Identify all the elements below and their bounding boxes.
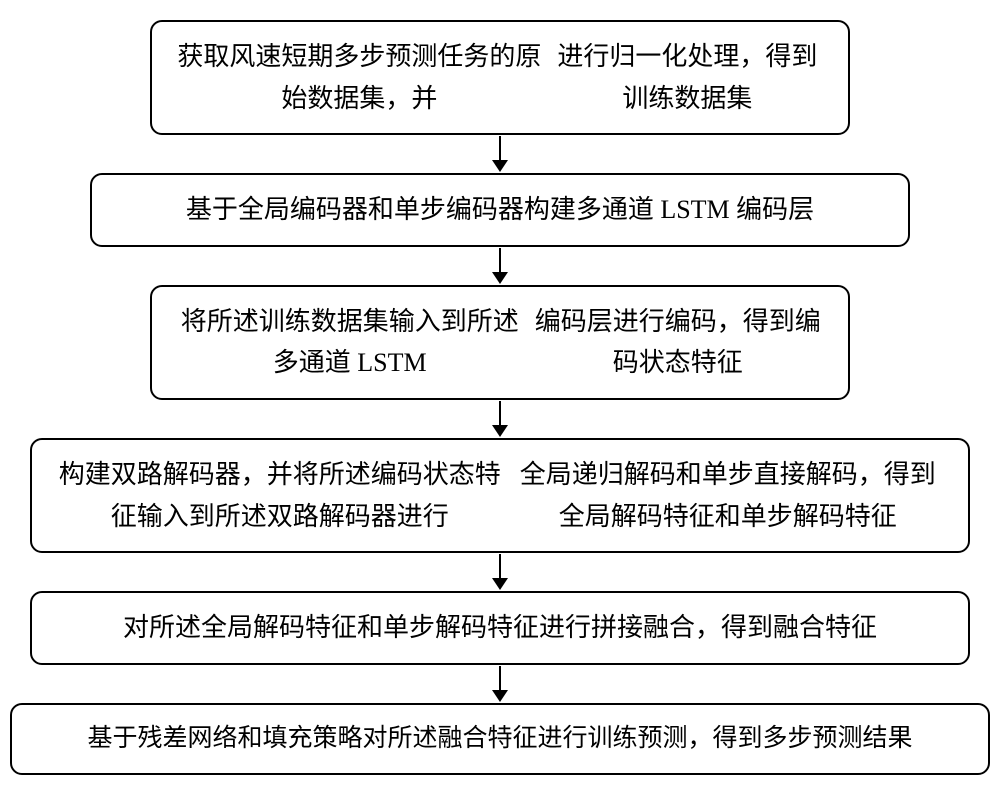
arrow-head-icon	[492, 160, 508, 172]
flowchart-container: 获取风速短期多步预测任务的原始数据集，并进行归一化处理，得到训练数据集基于全局编…	[10, 20, 990, 775]
flow-node-text: 构建双路解码器，并将所述编码状态特征输入到所述双路解码器进行	[52, 454, 508, 537]
flow-arrow	[492, 400, 508, 438]
flow-node-text: 将所述训练数据集输入到所述多通道 LSTM	[172, 301, 527, 384]
flow-arrow	[492, 135, 508, 173]
arrow-head-icon	[492, 578, 508, 590]
flow-arrow	[492, 665, 508, 703]
flow-node-text: 全局递归解码和单步直接解码，得到全局解码特征和单步解码特征	[508, 454, 948, 537]
arrow-head-icon	[492, 690, 508, 702]
flow-node-text: 基于全局编码器和单步编码器构建多通道 LSTM 编码层	[186, 189, 814, 231]
flow-node-step3: 将所述训练数据集输入到所述多通道 LSTM编码层进行编码，得到编码状态特征	[150, 285, 850, 400]
arrow-line	[499, 554, 501, 578]
flow-arrow	[492, 247, 508, 285]
flow-node-step1: 获取风速短期多步预测任务的原始数据集，并进行归一化处理，得到训练数据集	[150, 20, 850, 135]
arrow-line	[499, 248, 501, 272]
arrow-head-icon	[492, 425, 508, 437]
flow-node-text: 进行归一化处理，得到训练数据集	[547, 36, 828, 119]
flow-node-step5: 对所述全局解码特征和单步解码特征进行拼接融合，得到融合特征	[30, 591, 970, 665]
arrow-line	[499, 666, 501, 690]
arrow-line	[499, 136, 501, 160]
arrow-head-icon	[492, 272, 508, 284]
flow-node-text: 基于残差网络和填充策略对所述融合特征进行训练预测，得到多步预测结果	[87, 719, 912, 759]
flow-arrow	[492, 553, 508, 591]
flow-node-text: 获取风速短期多步预测任务的原始数据集，并	[172, 36, 547, 119]
flow-node-step2: 基于全局编码器和单步编码器构建多通道 LSTM 编码层	[90, 173, 910, 247]
flow-node-text: 对所述全局解码特征和单步解码特征进行拼接融合，得到融合特征	[123, 607, 877, 649]
arrow-line	[499, 401, 501, 425]
flow-node-step6: 基于残差网络和填充策略对所述融合特征进行训练预测，得到多步预测结果	[10, 703, 990, 775]
flow-node-step4: 构建双路解码器，并将所述编码状态特征输入到所述双路解码器进行全局递归解码和单步直…	[30, 438, 970, 553]
flow-node-text: 编码层进行编码，得到编码状态特征	[527, 301, 828, 384]
